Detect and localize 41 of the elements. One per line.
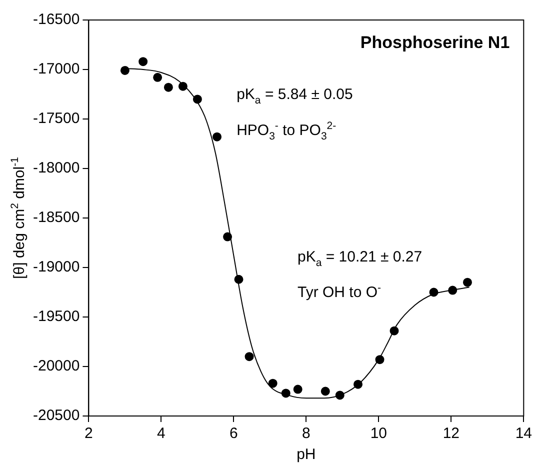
point bbox=[153, 72, 162, 82]
text: Phosphoserine N1 bbox=[360, 33, 510, 52]
point bbox=[212, 132, 222, 142]
x-tick-label: 10 bbox=[370, 425, 388, 442]
point bbox=[281, 388, 290, 398]
x-tick-label: 12 bbox=[442, 425, 460, 442]
y-tick-label: -20000 bbox=[32, 358, 80, 375]
point bbox=[223, 232, 232, 242]
point bbox=[192, 94, 202, 104]
point bbox=[390, 326, 399, 336]
point bbox=[268, 378, 278, 388]
point bbox=[234, 274, 244, 284]
point bbox=[448, 286, 458, 295]
y-tick-label: -17500 bbox=[32, 110, 80, 128]
point bbox=[375, 355, 384, 364]
y-tick-label: -18500 bbox=[32, 209, 80, 226]
x-tick-label: 2 bbox=[84, 425, 93, 442]
x-tick-label: 8 bbox=[302, 425, 310, 442]
point bbox=[335, 390, 344, 400]
y-tick-label: -16500 bbox=[32, 11, 80, 28]
y-tick-label: -19000 bbox=[32, 258, 80, 276]
point bbox=[164, 82, 173, 92]
point bbox=[244, 352, 254, 362]
y-tick-label: -17000 bbox=[32, 60, 80, 78]
point bbox=[178, 82, 188, 91]
x-tick-label: 6 bbox=[230, 425, 238, 442]
point bbox=[138, 57, 148, 66]
annotation: Tyr OH to O- bbox=[297, 282, 382, 302]
point bbox=[293, 384, 302, 394]
y-tick-label: -20500 bbox=[32, 407, 80, 424]
x-axis-title: pH bbox=[296, 446, 316, 464]
point bbox=[354, 380, 363, 389]
y-tick-label: -18000 bbox=[32, 160, 80, 177]
point bbox=[462, 278, 472, 287]
y-axis-title: [θ] deg cm2 dmol-1 bbox=[9, 156, 28, 279]
x-tick-label: 4 bbox=[157, 425, 166, 442]
point bbox=[120, 66, 130, 75]
x-tick-label: 14 bbox=[515, 425, 532, 442]
y-tick-label: -19500 bbox=[32, 308, 80, 326]
point bbox=[429, 288, 438, 297]
point bbox=[320, 386, 330, 396]
